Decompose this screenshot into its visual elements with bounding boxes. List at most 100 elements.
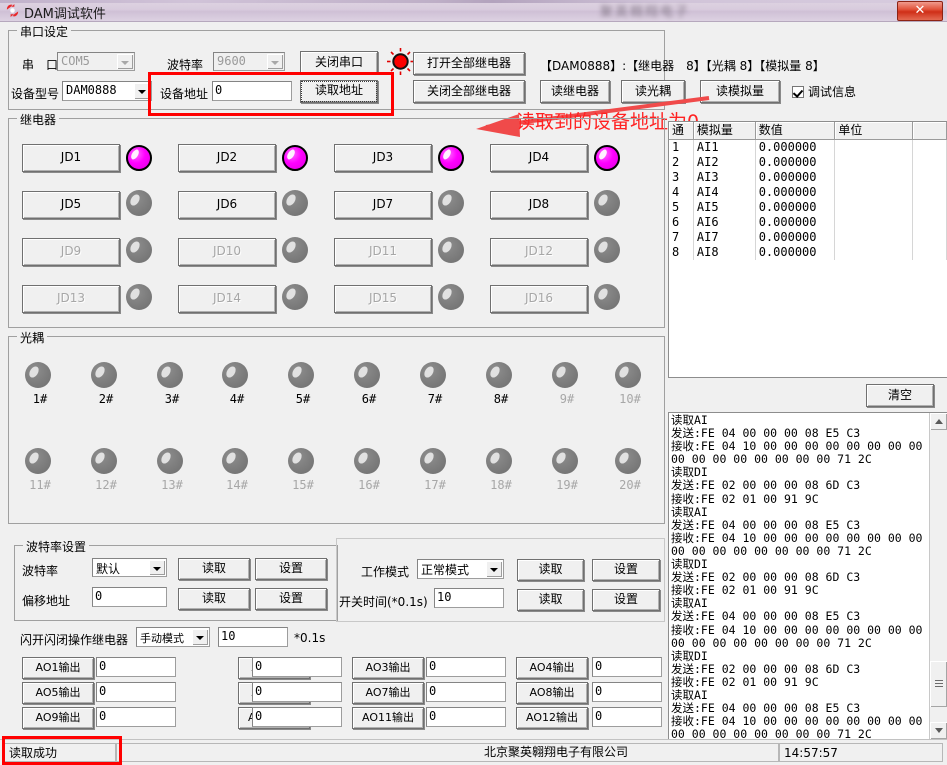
port-combo[interactable]: COM5 <box>57 52 135 71</box>
read-relay-button[interactable]: 读继电器 <box>540 80 610 103</box>
analog-cell-0-3 <box>835 140 914 155</box>
relay-button-jd1[interactable]: JD1 <box>22 144 120 172</box>
ao-output-button-7[interactable]: AO7输出 <box>352 682 424 704</box>
opto-led-17 <box>420 448 446 474</box>
ao-output-button-8[interactable]: AO8输出 <box>516 682 588 704</box>
title-watermark: 聚英翱翔电子 <box>600 4 691 19</box>
relay-led-jd3 <box>438 145 464 171</box>
checkbox-checked-icon[interactable] <box>792 86 804 98</box>
led-gloss <box>93 364 107 380</box>
baud-set-button[interactable]: 设置 <box>255 558 327 580</box>
read-opto-button[interactable]: 读光耦 <box>621 80 685 103</box>
relay-button-jd7[interactable]: JD7 <box>334 191 432 219</box>
switch-time-input[interactable]: 10 <box>434 588 504 608</box>
table-row[interactable]: 1 AI1 0.000000 <box>669 140 947 155</box>
offset-set-button[interactable]: 设置 <box>255 588 327 610</box>
work-mode-set-button[interactable]: 设置 <box>592 559 660 581</box>
chevron-down-icon[interactable] <box>267 54 283 69</box>
ao-output-input-3[interactable]: 0 <box>426 657 506 677</box>
clear-log-button[interactable]: 清空 <box>866 384 934 407</box>
ao-output-button-12[interactable]: AO12输出 <box>516 707 588 729</box>
ao-output-input-4[interactable]: 0 <box>592 657 662 677</box>
led-gloss <box>617 364 631 380</box>
table-row[interactable]: 6 AI6 0.000000 <box>669 215 947 230</box>
table-row[interactable]: 7 AI7 0.000000 <box>669 230 947 245</box>
relay-button-jd2[interactable]: JD2 <box>178 144 276 172</box>
led-gloss <box>422 364 436 380</box>
flash-time-unit: *0.1s <box>294 631 326 645</box>
table-row[interactable]: 3 AI3 0.000000 <box>669 170 947 185</box>
model-combo[interactable]: DAM0888 <box>62 81 152 101</box>
table-row[interactable]: 8 AI8 0.000000 <box>669 245 947 260</box>
led-gloss <box>596 192 610 208</box>
ao-output-button-11[interactable]: AO11输出 <box>352 707 424 729</box>
read-address-button[interactable]: 读取地址 <box>300 80 378 103</box>
baud-read-button[interactable]: 读取 <box>178 558 250 580</box>
chevron-down-icon[interactable] <box>117 54 133 69</box>
chevron-down-icon[interactable] <box>134 83 150 99</box>
relay-button-jd3[interactable]: JD3 <box>334 144 432 172</box>
ao-output-button-5[interactable]: AO5输出 <box>22 682 94 704</box>
close-port-button[interactable]: 关闭串口 <box>300 51 378 74</box>
analog-cell-2-1: AI3 <box>694 170 756 185</box>
baud-settings-title: 波特率设置 <box>23 538 90 555</box>
chevron-down-icon[interactable] <box>486 561 502 577</box>
flash-time-input[interactable]: 10 <box>218 627 288 647</box>
read-analog-button[interactable]: 读模拟量 <box>700 80 780 103</box>
scrollbar-thumb[interactable] <box>930 661 947 707</box>
analog-cell-6-0: 7 <box>669 230 694 245</box>
switch-time-set-button[interactable]: 设置 <box>592 589 660 611</box>
ao-output-button-4[interactable]: AO4输出 <box>516 657 588 679</box>
ao-output-input-1[interactable]: 0 <box>96 657 176 677</box>
close-all-relay-button[interactable]: 关闭全部继电器 <box>413 80 525 103</box>
relay-button-jd11: JD11 <box>334 238 432 266</box>
baud-setting-combo[interactable]: 默认 <box>92 558 167 577</box>
close-window-button[interactable]: ✕ <box>897 1 943 21</box>
table-row[interactable]: 5 AI5 0.000000 <box>669 200 947 215</box>
debug-log-panel[interactable]: 读取AI 发送:FE 04 00 00 00 08 E5 C3 接收:FE 04… <box>668 412 947 740</box>
switch-time-label: 开关时间(*0.1s) <box>339 595 428 609</box>
ao-output-input-10[interactable]: 0 <box>252 707 342 727</box>
debug-info-checkbox[interactable]: 调试信息 <box>792 83 856 100</box>
relay-led-jd14 <box>282 284 308 310</box>
ao-output-input-8[interactable]: 0 <box>592 682 662 702</box>
opto-led-12 <box>91 448 117 474</box>
baud-combo[interactable]: 9600 <box>213 52 285 71</box>
work-mode-read-button[interactable]: 读取 <box>517 559 584 581</box>
relay-button-jd5[interactable]: JD5 <box>22 191 120 219</box>
ao-output-input-11[interactable]: 0 <box>426 707 506 727</box>
chevron-down-icon[interactable] <box>192 629 208 645</box>
led-gloss <box>284 192 298 208</box>
relay-button-jd8[interactable]: JD8 <box>490 191 588 219</box>
device-address-input[interactable]: 0 <box>212 81 292 101</box>
ao-output-input-5[interactable]: 0 <box>96 682 176 702</box>
table-row[interactable]: 2 AI2 0.000000 <box>669 155 947 170</box>
ao-output-input-12[interactable]: 0 <box>592 707 662 727</box>
offset-address-input[interactable]: 0 <box>92 587 167 607</box>
ao-output-button-1[interactable]: AO1输出 <box>22 657 94 679</box>
work-mode-combo[interactable]: 正常模式 <box>417 559 504 579</box>
chevron-down-icon[interactable] <box>149 560 165 575</box>
relay-button-jd4[interactable]: JD4 <box>490 144 588 172</box>
log-scrollbar[interactable] <box>929 413 947 739</box>
relay-button-jd6[interactable]: JD6 <box>178 191 276 219</box>
flash-mode-combo[interactable]: 手动模式 <box>136 627 210 647</box>
table-row[interactable]: 4 AI4 0.000000 <box>669 185 947 200</box>
open-all-relay-button[interactable]: 打开全部继电器 <box>413 52 525 75</box>
relay-button-jd13: JD13 <box>22 285 120 313</box>
serial-settings-group: 串口设定 <box>8 23 665 110</box>
ao-output-button-9[interactable]: AO9输出 <box>22 707 94 729</box>
opto-led-14 <box>222 448 248 474</box>
analog-cell-4-1: AI5 <box>694 200 756 215</box>
scroll-up-icon[interactable] <box>930 413 947 430</box>
opto-label-1: 1# <box>32 392 48 406</box>
ao-output-input-6[interactable]: 0 <box>252 682 342 702</box>
ao-output-input-9[interactable]: 0 <box>96 707 176 727</box>
ao-output-input-7[interactable]: 0 <box>426 682 506 702</box>
ao-output-button-3[interactable]: AO3输出 <box>352 657 424 679</box>
switch-time-read-button[interactable]: 读取 <box>517 589 584 611</box>
ao-output-input-2[interactable]: 0 <box>252 657 342 677</box>
scroll-down-icon[interactable] <box>930 722 947 739</box>
opto-label-7: 7# <box>427 392 443 406</box>
offset-read-button[interactable]: 读取 <box>178 588 250 610</box>
